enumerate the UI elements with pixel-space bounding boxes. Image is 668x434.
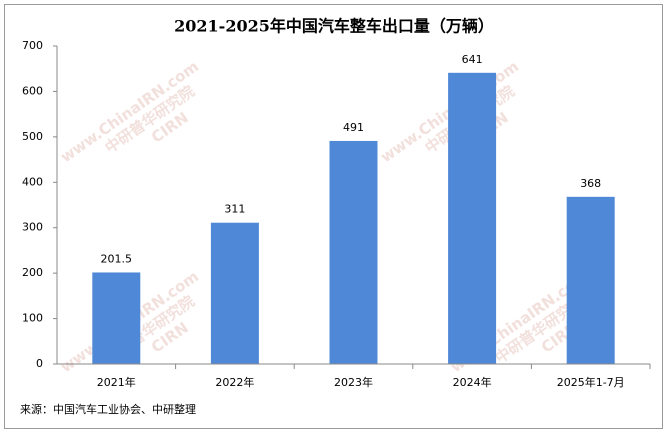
value-label: 368 xyxy=(580,177,601,190)
y-tick-label: 0 xyxy=(36,357,43,370)
bar xyxy=(329,140,378,364)
y-tick-label: 700 xyxy=(22,39,43,52)
value-label: 311 xyxy=(224,203,245,216)
y-tick-label: 500 xyxy=(22,130,43,143)
x-tick-label: 2023年 xyxy=(334,375,373,389)
value-label: 201.5 xyxy=(101,252,133,265)
y-tick-label: 400 xyxy=(22,175,43,188)
value-label: 641 xyxy=(462,53,483,66)
y-tick-label: 300 xyxy=(22,221,43,234)
y-tick-label: 100 xyxy=(22,312,43,325)
source-note: 来源：中国汽车工业协会、中研整理 xyxy=(20,402,196,416)
value-label: 491 xyxy=(343,121,364,134)
y-tick-label: 600 xyxy=(22,84,43,97)
plot-area: 0 100 200 300 400 500 600 700 2021年 201.5 2022年 311… xyxy=(22,39,651,389)
bar xyxy=(210,222,259,364)
x-tick-label: 2025年1-7月 xyxy=(557,375,625,389)
x-tick-label: 2021年 xyxy=(97,375,136,389)
bar xyxy=(566,196,615,364)
bar xyxy=(448,72,497,364)
x-tick-label: 2024年 xyxy=(453,375,492,389)
bar xyxy=(92,272,141,364)
x-tick-label: 2022年 xyxy=(215,375,254,389)
y-tick-label: 200 xyxy=(22,266,43,279)
chart-title: 2021-2025年中国汽车整车出口量（万辆） xyxy=(174,17,494,36)
